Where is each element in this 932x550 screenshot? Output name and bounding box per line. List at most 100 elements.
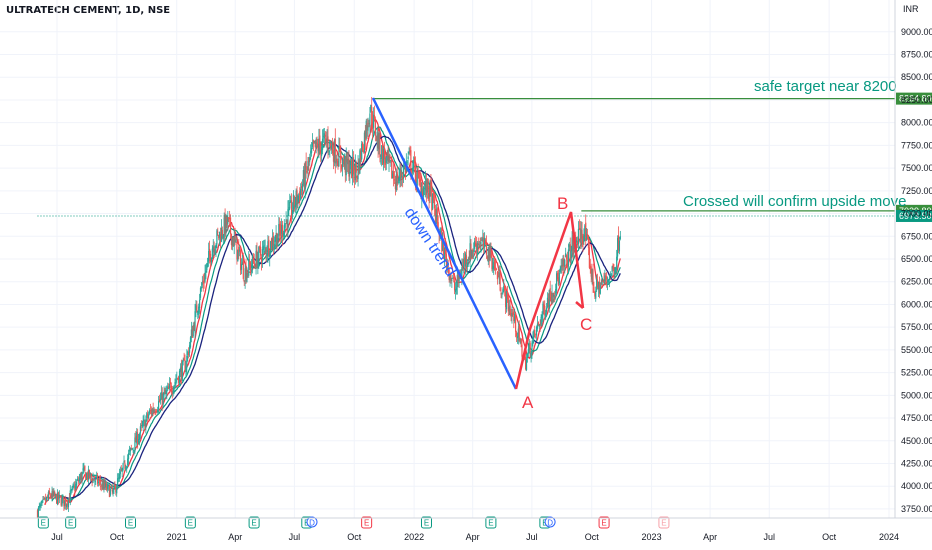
candle-body (158, 401, 160, 410)
drawings[interactable]: safe target near 8200 Crossed will confir… (371, 78, 906, 412)
candle-body (370, 104, 372, 112)
candle-body (614, 267, 616, 277)
time-axis[interactable]: Jul Oct 2021 Apr Jul Oct 2022 Apr Jul Oct 2023 Apr J… (51, 532, 899, 542)
candle-body (103, 481, 105, 489)
candle-body (69, 490, 71, 501)
candle-body (423, 186, 425, 197)
candle-body (355, 163, 357, 173)
candle-body (339, 145, 341, 153)
candle-body (192, 325, 194, 337)
candle-body (447, 263, 449, 267)
candle-body (417, 172, 419, 174)
candle-body (137, 439, 140, 443)
candle-body (122, 463, 124, 471)
candle-body (345, 153, 347, 176)
candle-body (332, 149, 335, 162)
candle-body (39, 504, 41, 508)
y-tick-label: 7750.00 (901, 140, 932, 150)
candle-body (538, 324, 540, 327)
candle-body (289, 201, 291, 209)
candle-body (168, 386, 170, 389)
candle-body (373, 114, 376, 119)
y-tick-label: 5000.00 (901, 390, 932, 400)
candle-body (331, 144, 333, 150)
candle-body (145, 419, 147, 428)
candle-body (56, 492, 59, 505)
candle-body (553, 294, 555, 298)
candle-body (201, 283, 203, 285)
candle-body (272, 236, 274, 246)
candle-body (348, 158, 350, 177)
candle-body (416, 171, 418, 186)
candle-body (602, 280, 604, 282)
candle-body (184, 359, 186, 372)
candle-body (58, 494, 60, 499)
candle-body (325, 138, 327, 142)
label-a: A (522, 393, 534, 412)
candle-body (86, 473, 88, 479)
candle-body (576, 240, 578, 243)
candle-body (571, 237, 573, 252)
candle-body (420, 182, 422, 197)
candle-body (57, 492, 60, 500)
event-markers[interactable]: EEEEEEDEEEEDEE (37, 516, 670, 529)
candle-body (559, 268, 561, 273)
candle-body (590, 266, 592, 277)
candle-body (125, 467, 127, 470)
candle-body (610, 274, 612, 277)
candle-body (262, 246, 264, 251)
candle-body (371, 106, 373, 125)
candle-body (305, 160, 307, 170)
grid (0, 0, 895, 518)
candle-body (280, 229, 282, 236)
candle-body (295, 190, 297, 208)
candle-body (497, 276, 499, 278)
candle-body (311, 148, 313, 153)
candle-body (336, 158, 338, 162)
candle-body (193, 325, 195, 330)
candle-body (343, 156, 345, 166)
event-marker-text: D (309, 519, 315, 528)
candle-body (258, 247, 260, 262)
candle-body (75, 483, 77, 490)
candle-body (113, 485, 115, 490)
earnings-badge (125, 516, 137, 529)
candle-body (251, 255, 254, 269)
event-marker-text: E (128, 519, 133, 528)
candle-body (468, 257, 470, 261)
candle-body (66, 503, 69, 506)
candle-body (585, 222, 587, 241)
candle-body (131, 448, 133, 450)
candle-body (152, 408, 154, 412)
price-axis[interactable]: 3750.00 4000.00 4250.00 4500.00 4750.00 5000.… (0, 0, 932, 519)
candle-body (128, 450, 131, 452)
candle-body (471, 249, 473, 257)
candle-body (604, 275, 606, 282)
candle-body (480, 242, 482, 245)
candle-body (306, 171, 308, 173)
candle-body (391, 158, 393, 179)
candle-body (55, 494, 57, 496)
candle-body (270, 241, 272, 254)
candle-body (164, 389, 166, 395)
candle-body (513, 316, 515, 321)
candle-body (316, 142, 318, 145)
candle-body (344, 158, 346, 173)
candle-body (334, 138, 336, 164)
symbol-title: ULTRATECH CEMENT, 1D, NSE (6, 5, 171, 16)
candle-body (257, 258, 259, 269)
candle-body (321, 138, 324, 151)
candle-body (461, 267, 463, 278)
candle-body (197, 311, 199, 315)
candle-body (134, 437, 136, 452)
candle-body (261, 249, 264, 261)
candle-body (568, 244, 570, 247)
candle-body (281, 224, 284, 237)
candle-body (531, 342, 533, 354)
candle-body (484, 237, 486, 247)
candle-body (488, 249, 490, 261)
event-marker-dividend: D (544, 516, 556, 528)
candle-body (141, 425, 143, 427)
